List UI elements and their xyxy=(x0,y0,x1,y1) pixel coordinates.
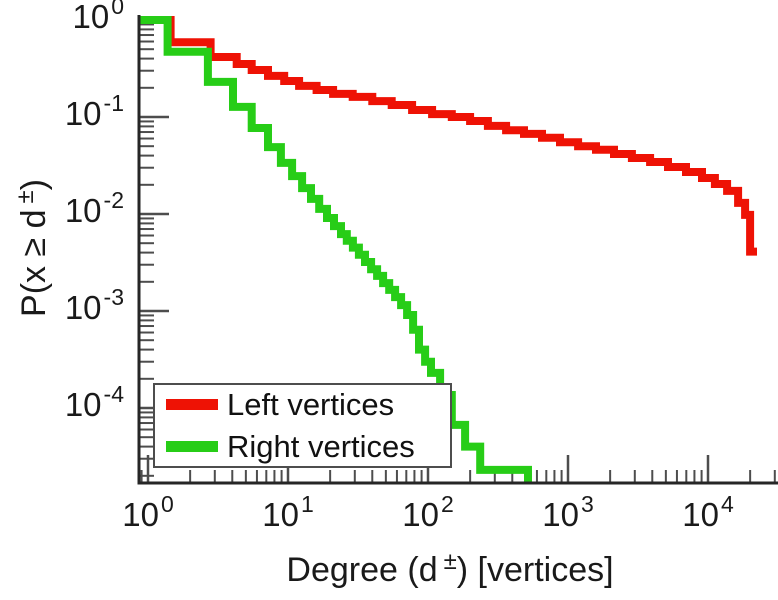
y-axis-title-text: P(x ≥ d xyxy=(15,209,53,317)
series-curve-right-vertices xyxy=(138,16,532,483)
legend: Left vertices Right vertices xyxy=(153,383,452,468)
legend-label-right-vertices: Right vertices xyxy=(227,429,415,464)
y-tick-label-10e-1: 10-1 xyxy=(64,89,124,132)
y-axis-title: P(x ≥ d ±) xyxy=(12,48,61,448)
legend-label-left-vertices: Left vertices xyxy=(227,387,395,422)
x-tick-label-10e2: 102 xyxy=(402,490,454,533)
y-tick-label-10e0: 100 xyxy=(72,0,124,35)
x-axis-title-sup: ± xyxy=(443,548,457,575)
y-tick-label-10e-3: 10-3 xyxy=(64,283,124,326)
x-axis-title-close: ) [vertices] xyxy=(456,551,614,589)
x-tick-label-10e1: 101 xyxy=(262,490,314,533)
y-tick-label-10e-2: 10-2 xyxy=(64,186,124,229)
x-axis-title-text: Degree (d xyxy=(286,551,438,589)
x-tick-label-10e0: 100 xyxy=(122,490,174,533)
x-axis-title: Degree (d ±) [vertices] xyxy=(100,548,778,590)
y-tick-label-10e-4: 10-4 xyxy=(64,380,124,423)
x-tick-label-10e3: 103 xyxy=(542,490,594,533)
legend-item-left-vertices: Left vertices xyxy=(155,386,450,424)
series-curve-left-vertices xyxy=(138,16,757,256)
legend-item-right-vertices: Right vertices xyxy=(155,428,450,466)
x-tick-label-10e4: 104 xyxy=(682,490,734,533)
y-axis-title-close: ) xyxy=(15,179,53,191)
y-axis-title-sup: ± xyxy=(12,190,39,204)
legend-swatch-right-vertices xyxy=(166,441,218,452)
legend-swatch-left-vertices xyxy=(166,399,218,410)
